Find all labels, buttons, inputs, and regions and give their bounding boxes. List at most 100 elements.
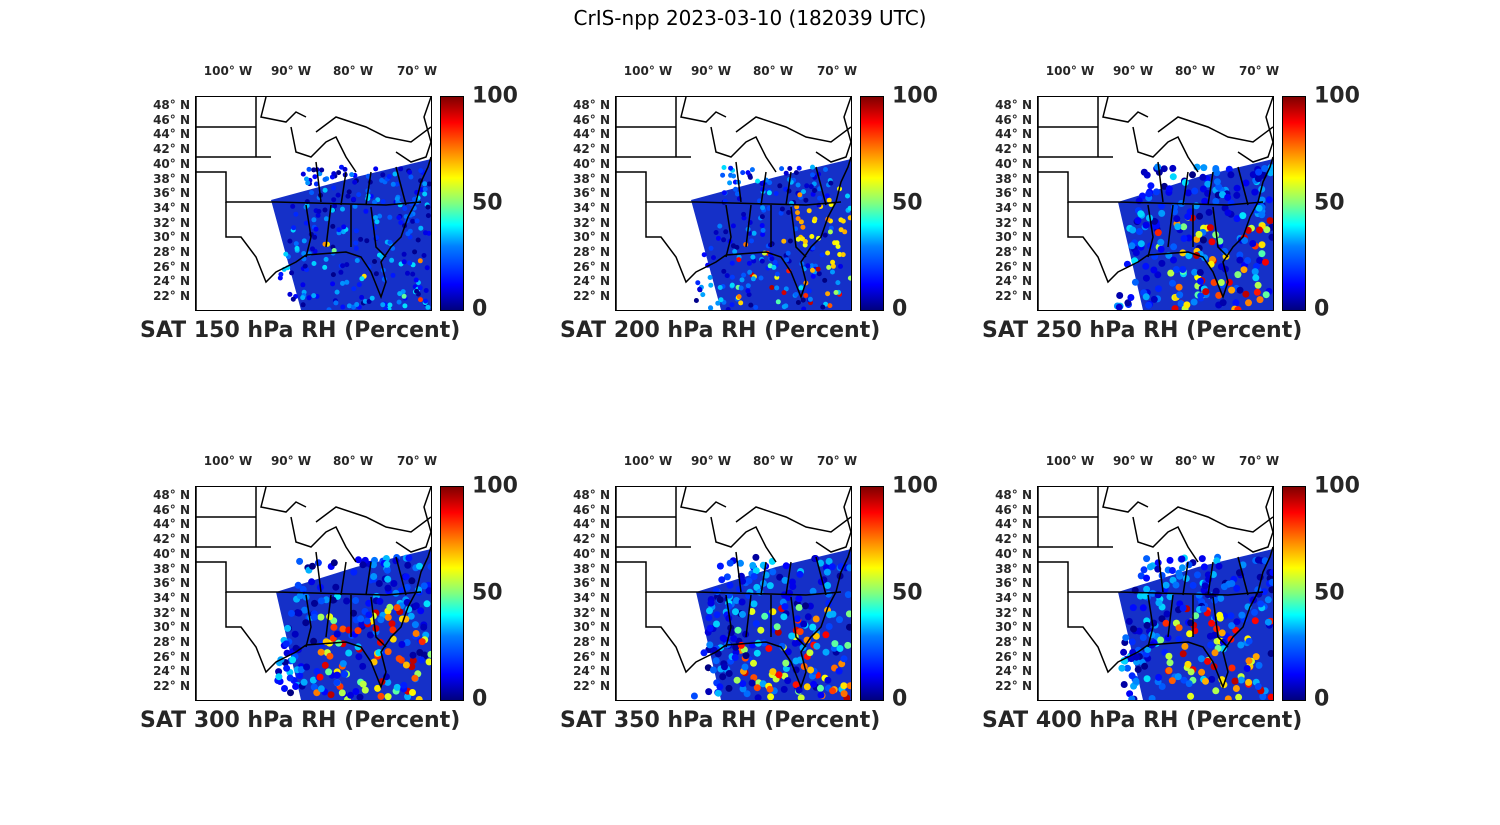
rh-point [1158,259,1166,267]
rh-point [708,282,714,288]
rh-point [1134,217,1142,225]
panel-title: SAT 350 hPa RH (Percent) [560,708,881,733]
rh-point [836,616,843,624]
rh-point [1244,257,1252,264]
state-border [616,97,691,158]
rh-point [415,696,423,700]
latitude-label: 30° N [573,230,610,245]
rh-point [1196,269,1204,276]
rh-point [408,174,414,180]
latitude-label: 38° N [153,561,190,576]
rh-point [827,229,833,235]
rh-point [417,285,423,291]
rh-point [1158,209,1166,217]
longitude-label: 100° W [623,64,673,78]
longitude-label: 80° W [1174,454,1216,468]
rh-point [401,259,407,265]
rh-point [822,277,828,283]
rh-point [1170,243,1178,251]
rh-point [732,249,738,254]
rh-point [752,553,760,561]
longitude-label: 100° W [1045,454,1095,468]
rh-point [831,640,839,648]
colorbar-tick-label: 100 [1314,473,1360,499]
rh-point [1174,223,1182,231]
rh-point [312,234,318,240]
rh-point [1221,247,1229,255]
rh-point [377,213,383,219]
rh-point [761,612,769,620]
rh-point [779,206,785,212]
latitude-label: 22° N [153,679,190,694]
rh-point [835,244,841,249]
rh-point [796,165,802,171]
rh-point [822,648,830,656]
rh-point [387,214,393,220]
rh-point [1154,229,1162,237]
rh-point [738,598,746,606]
rh-point [358,236,364,242]
state-border [710,126,777,173]
rh-point [723,573,731,581]
state-border [616,561,696,593]
rh-point [341,224,347,230]
rh-point [793,170,799,176]
rh-point [330,281,336,287]
rh-point [1115,303,1123,310]
rh-point [402,573,410,581]
rh-point [326,613,334,621]
latitude-label: 40° N [995,546,1032,561]
latitude-label: 30° N [573,620,610,635]
retrieval-points [1113,163,1273,310]
rh-point [1233,184,1241,192]
rh-point [309,676,317,684]
rh-point [738,285,744,291]
rh-point [782,659,790,667]
latitude-label: 34° N [995,590,1032,605]
rh-point [404,561,412,569]
rh-point [300,282,306,288]
rh-point [743,690,751,698]
rh-point [796,570,804,578]
latitude-label: 32° N [573,605,610,620]
rh-point [393,683,401,691]
rh-point [1191,187,1199,195]
rh-point [800,620,808,628]
rh-point [398,641,406,648]
rh-point [773,191,779,196]
rh-point [1131,278,1139,286]
rh-point [1143,621,1151,629]
rh-point [803,636,811,644]
rh-point [1262,258,1269,266]
rh-point [1184,660,1192,668]
rh-point [300,678,308,686]
latitude-label: 28° N [995,245,1032,259]
rh-point [690,692,698,700]
rh-point [788,578,796,586]
rh-point [749,167,755,173]
rh-point [326,652,334,660]
rh-point [1187,692,1195,700]
rh-point [1219,299,1227,307]
rh-point [797,192,803,198]
rh-point [1234,271,1242,279]
rh-point [384,575,392,583]
rh-point [340,280,345,286]
rh-point [1245,299,1252,307]
rh-point [283,251,289,257]
rh-point [721,190,727,196]
rh-point [373,271,379,277]
rh-point [717,285,723,290]
rh-point [820,304,826,310]
rh-point [1128,638,1136,646]
colorbar [860,96,884,311]
rh-point [795,595,803,603]
rh-point [812,188,817,193]
rh-point [283,664,291,672]
rh-point [725,670,733,677]
rh-point [1128,672,1136,680]
rh-point [816,235,821,241]
rh-point [390,580,398,587]
rh-point [693,298,699,303]
rh-point [747,174,753,180]
